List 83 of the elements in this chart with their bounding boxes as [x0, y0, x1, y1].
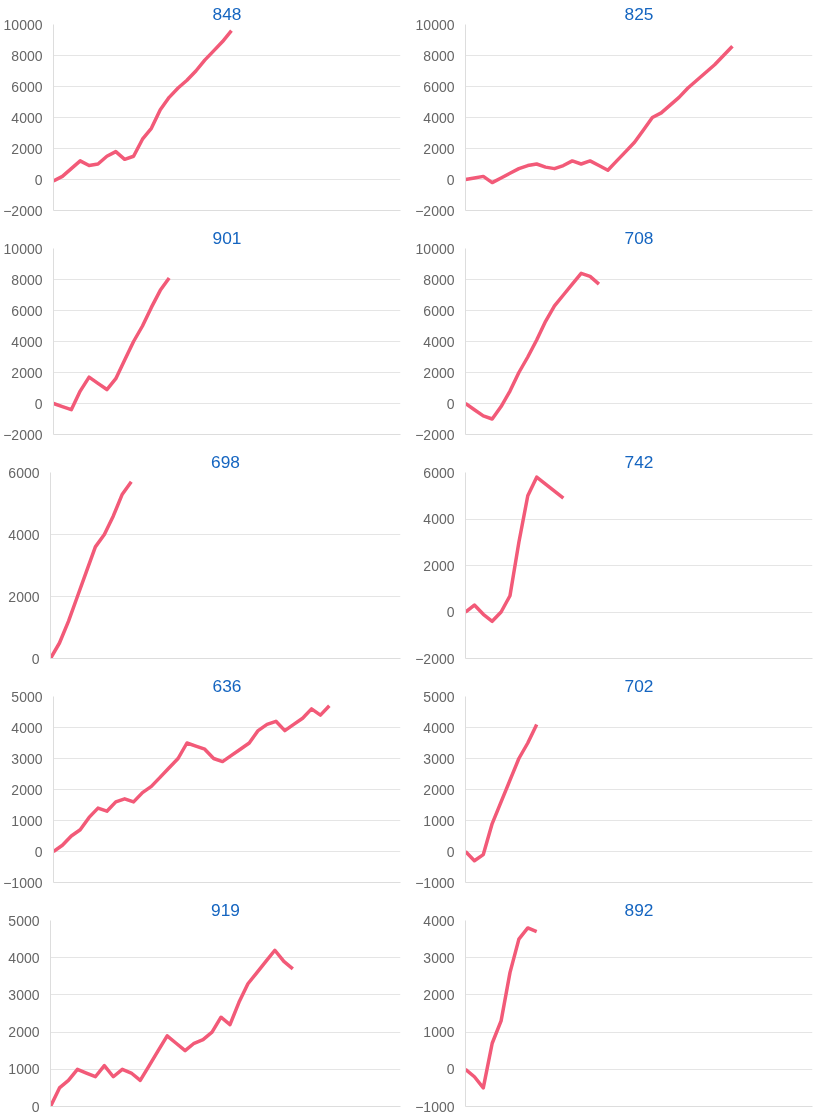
line-series: [465, 722, 539, 863]
y-tick-label: 2000: [11, 140, 43, 157]
y-tick-label: 4000: [423, 912, 455, 929]
y-tick-label: 2000: [8, 588, 40, 605]
y-tick-label: 4000: [11, 719, 43, 736]
y-tick-label: 6000: [423, 302, 455, 319]
y-tick-label: 0: [446, 1061, 455, 1078]
y-tick-label: 2000: [8, 1024, 40, 1041]
y-tick-label: 4000: [423, 109, 455, 126]
y-tick-label: 2000: [423, 986, 455, 1003]
y-tick-label: 4000: [11, 333, 43, 350]
chart-title: 708: [624, 227, 654, 248]
y-tick-label: −1000: [3, 874, 43, 891]
y-tick-label: 0: [446, 604, 455, 620]
chart-title: 636: [212, 675, 242, 696]
y-tick-label: 0: [446, 171, 455, 188]
y-tick-label: 2000: [423, 140, 455, 157]
y-tick-label: 6000: [423, 464, 455, 481]
y-tick-label: 3000: [11, 750, 43, 767]
y-tick-label: 10000: [3, 240, 43, 257]
y-tick-label: 0: [34, 171, 43, 188]
line-series: [465, 44, 735, 185]
y-tick-label: 6000: [11, 302, 43, 319]
y-tick-label: 0: [34, 843, 43, 860]
y-tick-label: 6000: [8, 464, 40, 481]
y-tick-label: 1000: [423, 812, 455, 829]
y-tick-label: 4000: [423, 719, 455, 736]
y-tick-label: 10000: [415, 16, 455, 33]
y-tick-label: 6000: [11, 78, 43, 95]
chart-title: 742: [624, 451, 654, 472]
chart-title: 702: [624, 675, 654, 696]
chart-title: 901: [212, 227, 242, 248]
y-tick-label: 1000: [8, 1061, 40, 1078]
y-tick-label: −2000: [3, 202, 43, 219]
chart-title: 892: [624, 899, 654, 920]
y-tick-label: −2000: [415, 202, 455, 219]
line-series: [50, 948, 295, 1107]
y-tick-label: 8000: [423, 47, 455, 64]
y-tick-label: 2000: [11, 781, 43, 798]
y-tick-label: 0: [446, 843, 455, 860]
y-tick-label: 2000: [423, 364, 455, 381]
chart-title: 698: [211, 451, 240, 472]
y-tick-label: 0: [31, 650, 40, 667]
y-tick-label: 3000: [8, 986, 40, 1003]
y-tick-label: 10000: [415, 240, 455, 257]
y-tick-label: 4000: [423, 333, 455, 350]
y-tick-label: 10000: [3, 16, 43, 33]
y-tick-label: −1000: [415, 874, 455, 891]
y-tick-label: 4000: [8, 949, 40, 966]
y-tick-label: 5000: [8, 912, 40, 929]
line-series: [53, 704, 332, 854]
y-tick-label: 8000: [423, 271, 455, 288]
chart-title: 848: [212, 3, 242, 24]
line-series: [465, 271, 601, 421]
chart-title: 919: [211, 899, 240, 920]
y-tick-label: 3000: [423, 949, 455, 966]
y-tick-label: 3000: [423, 750, 455, 767]
y-tick-label: 5000: [11, 688, 43, 705]
line-series: [50, 480, 134, 659]
y-tick-label: 0: [446, 395, 455, 412]
y-tick-label: −2000: [415, 426, 455, 443]
y-tick-label: 0: [31, 1098, 40, 1115]
line-series: [53, 28, 234, 183]
y-tick-label: −2000: [415, 650, 455, 667]
y-tick-label: −1000: [415, 1098, 455, 1115]
y-tick-label: 1000: [11, 812, 43, 829]
y-tick-label: 8000: [11, 47, 43, 64]
y-tick-label: 1000: [423, 1024, 455, 1041]
line-series: [465, 475, 566, 624]
y-tick-label: 0: [34, 395, 43, 412]
y-tick-label: 2000: [423, 557, 455, 574]
y-tick-label: 5000: [423, 688, 455, 705]
y-tick-label: 6000: [423, 78, 455, 95]
y-tick-label: 4000: [423, 511, 455, 527]
y-tick-label: 4000: [8, 526, 40, 543]
y-tick-label: 8000: [11, 271, 43, 288]
y-tick-label: 2000: [423, 781, 455, 798]
line-series: [465, 926, 539, 1090]
line-series: [53, 276, 171, 412]
y-tick-label: −2000: [3, 426, 43, 443]
chart-title: 825: [624, 3, 654, 24]
y-tick-label: 2000: [11, 364, 43, 381]
y-tick-label: 4000: [11, 109, 43, 126]
